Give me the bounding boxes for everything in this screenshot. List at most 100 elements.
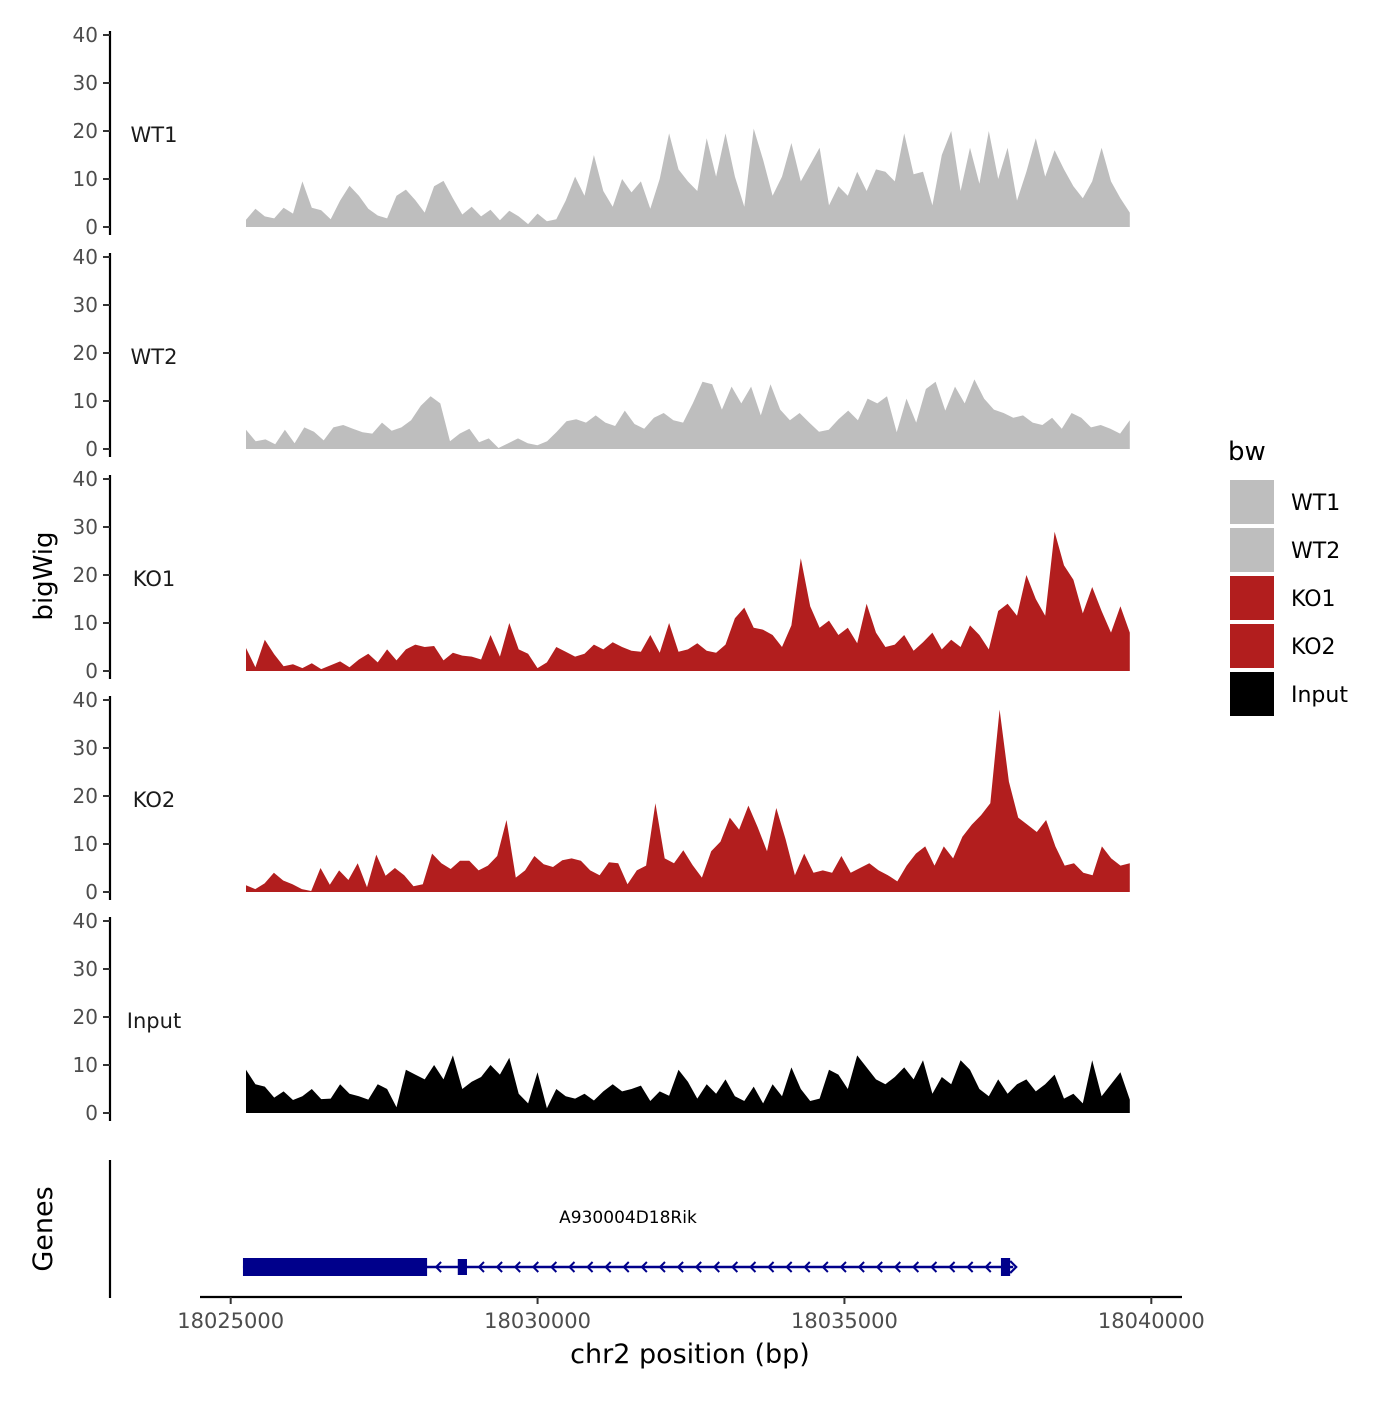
y-tick-label: 40 [73,467,98,491]
y-tick-label: 20 [73,1005,98,1029]
strand-arrow [984,1261,992,1273]
x-tick-label: 18035000 [791,1309,898,1333]
strand-arrow [966,1261,974,1273]
legend-label-wt2: WT2 [1291,539,1340,564]
legend-swatch-input [1230,672,1274,716]
strand-arrow [477,1261,485,1273]
y-tick-label: 10 [73,389,98,413]
strand-arrow [767,1261,775,1273]
strand-arrow [568,1261,576,1273]
y-tick-label: 0 [85,1101,98,1125]
legend: bw WT1 WT2 KO1 KO2 Input [1228,437,1348,716]
strand-arrow [749,1261,757,1273]
y-tick-label: 0 [85,437,98,461]
strand-arrow [604,1261,612,1273]
y-tick-label: 10 [73,167,98,191]
y-tick-label: 0 [85,659,98,683]
y-tick-label: 40 [73,688,98,712]
panel-wt2: 0 10 20 30 40 WT2 [73,245,1130,461]
coverage-area-wt1 [246,128,1130,227]
coverage-area-ko2 [246,709,1130,892]
y-tick-label: 30 [73,293,98,317]
x-axis: 18025000 18030000 18035000 18040000 [177,1295,1205,1333]
strand-arrow [803,1261,811,1273]
legend-swatch-ko2 [1230,624,1274,668]
track-label-input: Input [127,1009,181,1033]
gene-exon [457,1259,467,1275]
strand-arrow [694,1261,702,1273]
panel-wt1: 0 10 20 30 40 WT1 [73,23,1130,239]
y-tick-label: 0 [85,215,98,239]
x-axis-label: chr2 position (bp) [570,1339,810,1370]
y-tick-label: 30 [73,515,98,539]
strand-arrow [730,1261,739,1273]
strand-arrow [911,1261,920,1273]
track-label-wt1: WT1 [131,123,178,147]
strand-arrow [857,1261,865,1273]
strand-arrow [948,1261,956,1273]
gene-exon [242,1258,428,1276]
coverage-area-input [246,1055,1130,1113]
legend-label-ko2: KO2 [1291,635,1336,660]
y-tick-label: 30 [73,71,98,95]
coverage-panels: 0 10 20 30 40 WT1 0 10 20 30 40 WT2 0 10 20 30 40 KO1 0 10 2… [73,23,1130,1125]
x-tick-label: 18030000 [484,1309,591,1333]
strand-arrow [495,1261,503,1273]
y-tick-label: 40 [73,245,98,269]
y-tick-label: 10 [73,832,98,856]
legend-swatch-wt2 [1230,528,1274,572]
strand-arrow [640,1261,648,1273]
genes-track-label: Genes [28,1186,59,1271]
y-tick-label: 10 [73,1053,98,1077]
strand-arrow [875,1261,883,1273]
genes-track: Genes A930004D18Rik [28,1160,1018,1298]
legend-label-input: Input [1291,683,1348,708]
strand-arrow [622,1261,630,1273]
legend-title: bw [1228,437,1266,467]
legend-label-ko1: KO1 [1291,587,1336,612]
y-tick-label: 40 [73,909,98,933]
strand-arrow [586,1261,594,1273]
x-tick-label: 18040000 [1098,1309,1205,1333]
y-tick-label: 30 [73,957,98,981]
strand-arrow [821,1261,829,1273]
strand-arrows [434,1261,992,1273]
strand-arrow [839,1261,847,1273]
legend-label-wt1: WT1 [1291,491,1340,516]
strand-arrow [712,1261,720,1273]
track-label-ko1: KO1 [133,567,176,591]
y-tick-label: 0 [85,880,98,904]
coverage-area-wt2 [246,379,1130,449]
gene-end-marker [1009,1260,1018,1274]
legend-swatch-ko1 [1230,576,1274,620]
y-tick-label: 10 [73,611,98,635]
track-label-ko2: KO2 [133,788,176,812]
panel-input: 0 10 20 30 40 Input [73,909,1130,1125]
strand-arrow [893,1261,901,1273]
strand-arrow [531,1261,539,1273]
y-tick-label: 40 [73,23,98,47]
y-tick-label: 20 [73,341,98,365]
panel-ko1: 0 10 20 30 40 KO1 [73,467,1130,683]
gene-name-label: A930004D18Rik [559,1208,697,1228]
y-tick-label: 20 [73,563,98,587]
track-label-wt2: WT2 [131,345,178,369]
legend-swatch-wt1 [1230,480,1274,524]
strand-arrow [785,1261,793,1273]
strand-arrow [434,1261,442,1273]
gene-exon [1000,1258,1011,1276]
panel-ko2: 0 10 20 30 40 KO2 [73,688,1130,904]
y-axis-label: bigWig [29,531,59,620]
strand-arrow [930,1261,938,1273]
strand-arrow [658,1261,666,1273]
y-tick-label: 20 [73,784,98,808]
strand-arrow [549,1261,558,1273]
strand-arrow [676,1261,684,1273]
strand-arrow [513,1261,521,1273]
y-tick-label: 30 [73,736,98,760]
y-tick-label: 20 [73,119,98,143]
x-tick-label: 18025000 [177,1309,284,1333]
coverage-area-ko1 [246,531,1130,671]
